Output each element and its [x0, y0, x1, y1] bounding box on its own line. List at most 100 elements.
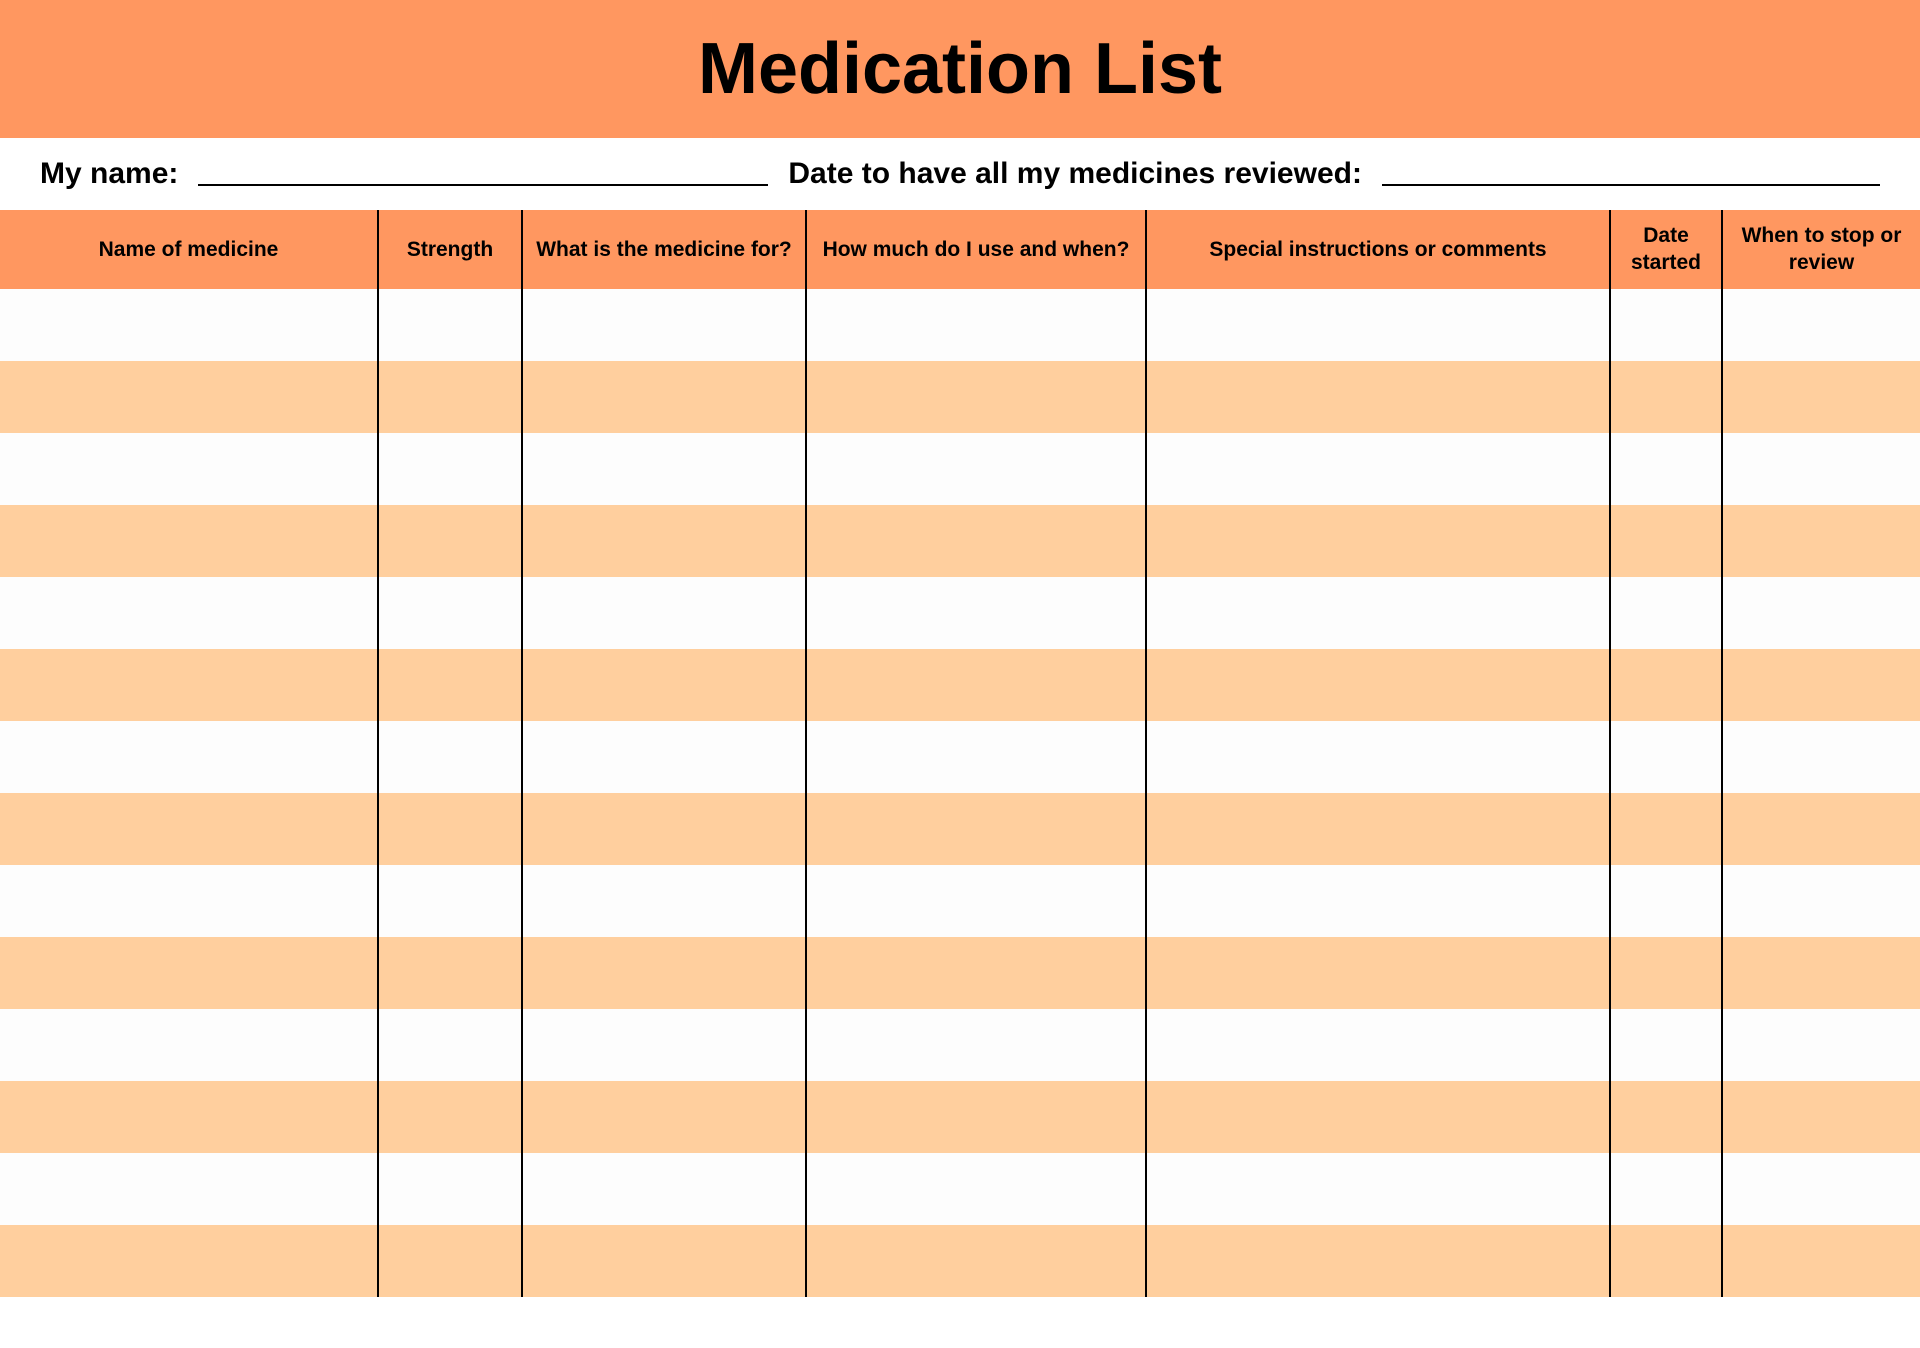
table-cell[interactable] — [1146, 505, 1610, 577]
table-cell[interactable] — [0, 937, 378, 1009]
table-cell[interactable] — [1722, 577, 1920, 649]
table-cell[interactable] — [378, 505, 522, 577]
table-cell[interactable] — [806, 1009, 1146, 1081]
table-cell[interactable] — [1146, 865, 1610, 937]
table-cell[interactable] — [1146, 577, 1610, 649]
table-cell[interactable] — [1722, 1225, 1920, 1297]
table-cell[interactable] — [806, 937, 1146, 1009]
table-row[interactable] — [0, 577, 1920, 649]
table-cell[interactable] — [378, 577, 522, 649]
table-row[interactable] — [0, 865, 1920, 937]
table-cell[interactable] — [806, 289, 1146, 361]
table-cell[interactable] — [0, 1081, 378, 1153]
table-row[interactable] — [0, 721, 1920, 793]
review-date-input-line[interactable] — [1382, 184, 1880, 186]
table-cell[interactable] — [0, 1009, 378, 1081]
table-cell[interactable] — [1146, 721, 1610, 793]
table-cell[interactable] — [0, 793, 378, 865]
table-cell[interactable] — [1722, 865, 1920, 937]
table-cell[interactable] — [1610, 1081, 1722, 1153]
table-cell[interactable] — [1610, 1153, 1722, 1225]
table-cell[interactable] — [1146, 1225, 1610, 1297]
table-cell[interactable] — [522, 721, 806, 793]
table-cell[interactable] — [1610, 721, 1722, 793]
table-cell[interactable] — [522, 505, 806, 577]
table-cell[interactable] — [522, 1009, 806, 1081]
table-cell[interactable] — [1722, 721, 1920, 793]
table-cell[interactable] — [522, 937, 806, 1009]
table-cell[interactable] — [1146, 793, 1610, 865]
table-row[interactable] — [0, 1009, 1920, 1081]
table-cell[interactable] — [1722, 937, 1920, 1009]
table-cell[interactable] — [806, 433, 1146, 505]
table-cell[interactable] — [1610, 649, 1722, 721]
table-row[interactable] — [0, 793, 1920, 865]
table-cell[interactable] — [1610, 577, 1722, 649]
table-cell[interactable] — [378, 937, 522, 1009]
table-cell[interactable] — [378, 361, 522, 433]
table-cell[interactable] — [522, 1081, 806, 1153]
table-row[interactable] — [0, 1153, 1920, 1225]
table-cell[interactable] — [522, 793, 806, 865]
table-cell[interactable] — [1722, 793, 1920, 865]
table-cell[interactable] — [1722, 1081, 1920, 1153]
table-cell[interactable] — [0, 721, 378, 793]
table-cell[interactable] — [0, 289, 378, 361]
table-cell[interactable] — [1146, 649, 1610, 721]
table-cell[interactable] — [1610, 433, 1722, 505]
table-cell[interactable] — [1146, 361, 1610, 433]
table-cell[interactable] — [1610, 505, 1722, 577]
table-cell[interactable] — [1146, 1009, 1610, 1081]
table-cell[interactable] — [1610, 793, 1722, 865]
table-cell[interactable] — [522, 865, 806, 937]
table-cell[interactable] — [806, 1081, 1146, 1153]
table-cell[interactable] — [378, 433, 522, 505]
table-row[interactable] — [0, 289, 1920, 361]
table-cell[interactable] — [0, 865, 378, 937]
table-cell[interactable] — [806, 649, 1146, 721]
table-cell[interactable] — [1610, 1225, 1722, 1297]
table-cell[interactable] — [378, 1225, 522, 1297]
table-cell[interactable] — [1146, 433, 1610, 505]
table-cell[interactable] — [1610, 937, 1722, 1009]
table-cell[interactable] — [1610, 1009, 1722, 1081]
table-cell[interactable] — [806, 361, 1146, 433]
table-cell[interactable] — [378, 1009, 522, 1081]
table-cell[interactable] — [378, 865, 522, 937]
table-row[interactable] — [0, 361, 1920, 433]
table-cell[interactable] — [522, 433, 806, 505]
table-cell[interactable] — [1146, 289, 1610, 361]
table-cell[interactable] — [1722, 433, 1920, 505]
table-row[interactable] — [0, 505, 1920, 577]
table-cell[interactable] — [378, 289, 522, 361]
table-cell[interactable] — [0, 505, 378, 577]
table-cell[interactable] — [1722, 1009, 1920, 1081]
table-cell[interactable] — [806, 1225, 1146, 1297]
table-cell[interactable] — [378, 721, 522, 793]
table-cell[interactable] — [1722, 505, 1920, 577]
table-cell[interactable] — [378, 1081, 522, 1153]
table-cell[interactable] — [0, 433, 378, 505]
table-cell[interactable] — [1610, 361, 1722, 433]
table-cell[interactable] — [1610, 865, 1722, 937]
table-cell[interactable] — [806, 721, 1146, 793]
table-cell[interactable] — [378, 1153, 522, 1225]
table-cell[interactable] — [1146, 1153, 1610, 1225]
table-row[interactable] — [0, 1225, 1920, 1297]
table-cell[interactable] — [806, 577, 1146, 649]
table-cell[interactable] — [378, 793, 522, 865]
table-row[interactable] — [0, 937, 1920, 1009]
table-cell[interactable] — [0, 577, 378, 649]
table-cell[interactable] — [1722, 289, 1920, 361]
table-cell[interactable] — [0, 361, 378, 433]
table-cell[interactable] — [806, 793, 1146, 865]
name-input-line[interactable] — [198, 184, 768, 186]
table-cell[interactable] — [522, 1225, 806, 1297]
table-row[interactable] — [0, 649, 1920, 721]
table-row[interactable] — [0, 433, 1920, 505]
table-cell[interactable] — [806, 505, 1146, 577]
table-cell[interactable] — [806, 865, 1146, 937]
table-cell[interactable] — [0, 1225, 378, 1297]
table-cell[interactable] — [806, 1153, 1146, 1225]
table-cell[interactable] — [1146, 1081, 1610, 1153]
